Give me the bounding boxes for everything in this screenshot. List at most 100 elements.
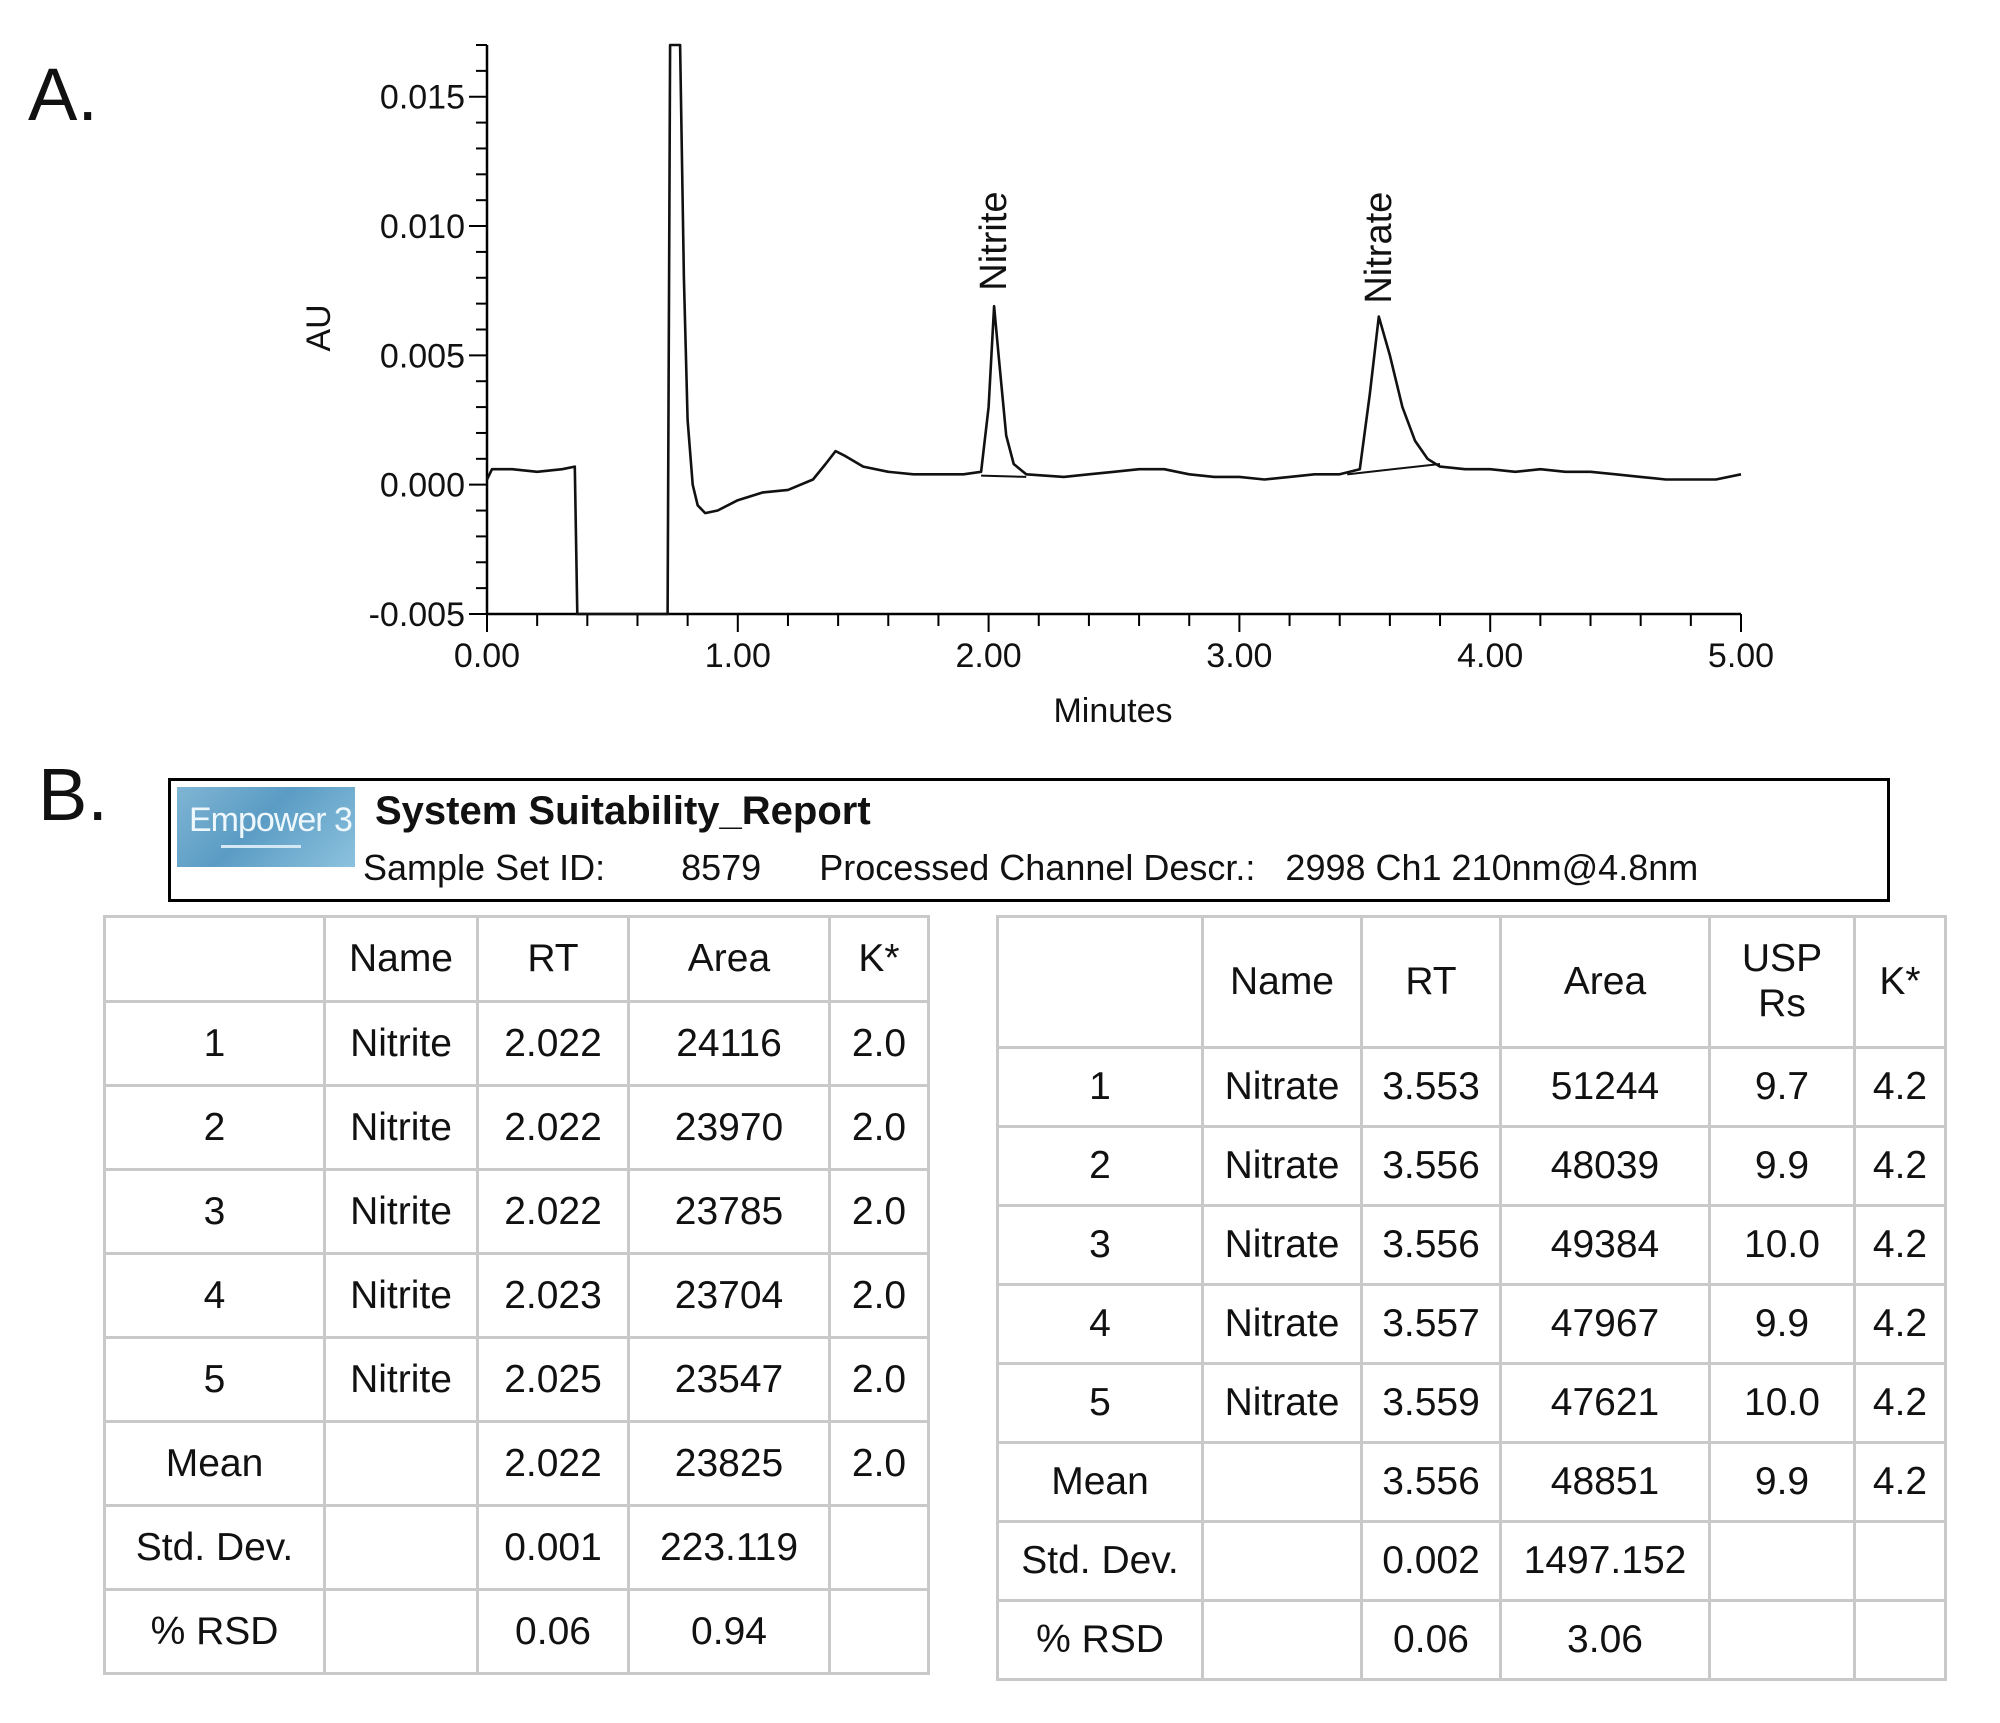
nitrate-table-cell: 1497.152: [1499, 1520, 1711, 1602]
chart-axes: [485, 45, 1741, 616]
nitrite-table-cell: 2.022: [476, 1084, 630, 1171]
nitrite-table-cell: [828, 1504, 930, 1591]
nitrate-table-row: 1 Nitrate 3.553 51244 9.7 4.2: [996, 1046, 1947, 1128]
nitrite-table-row: Mean 2.022 23825 2.0: [103, 1420, 930, 1507]
nitrite-table-cell: [323, 1588, 479, 1675]
nitrite-table-row: 2 Nitrite 2.022 23970 2.0: [103, 1084, 930, 1171]
nitrate-table-cell: 48039: [1499, 1125, 1711, 1207]
nitrate-table-cell: 3.556: [1360, 1204, 1502, 1286]
nitrate-table-header-cell: RT: [1360, 915, 1502, 1049]
nitrate-table-cell: 49384: [1499, 1204, 1711, 1286]
nitrate-table-row: 3 Nitrate 3.556 49384 10.0 4.2: [996, 1204, 1947, 1286]
nitrite-table-cell: % RSD: [103, 1588, 326, 1675]
nitrate-table-cell: 5: [996, 1362, 1204, 1444]
nitrate-table-cell: 47621: [1499, 1362, 1711, 1444]
nitrate-table-cell: 9.7: [1708, 1046, 1856, 1128]
nitrate-table-cell: 0.06: [1360, 1599, 1502, 1681]
nitrate-table-header-cell: K*: [1853, 915, 1947, 1049]
nitrite-table-cell: 5: [103, 1336, 326, 1423]
report-header: Empower 3 System Suitability_Report Samp…: [168, 778, 1890, 902]
y-tick-label: 0.015: [380, 79, 465, 117]
panel-label-a: A.: [28, 53, 98, 136]
chart-series: [485, 43, 1742, 616]
x-tick-label: 1.00: [705, 637, 771, 675]
nitrate-table-cell: Nitrate: [1201, 1125, 1363, 1207]
chart-ticks: [469, 44, 1742, 632]
logo-underline: [221, 845, 301, 848]
nitrite-table-cell: 0.06: [476, 1588, 630, 1675]
nitrite-table-cell: 3: [103, 1168, 326, 1255]
nitrate-table-header-cell: Name: [1201, 915, 1363, 1049]
nitrate-table-cell: 4: [996, 1283, 1204, 1365]
nitrate-table-row: Std. Dev. 0.002 1497.152: [996, 1520, 1947, 1602]
x-tick-label: 0.00: [454, 637, 520, 675]
nitrite-table-row: 5 Nitrite 2.025 23547 2.0: [103, 1336, 930, 1423]
nitrite-table-cell: [323, 1420, 479, 1507]
nitrate-table-cell: 4.2: [1853, 1204, 1947, 1286]
nitrate-table-cell: Nitrate: [1201, 1362, 1363, 1444]
nitrate-table-cell: Nitrate: [1201, 1283, 1363, 1365]
empower-logo: Empower 3: [177, 787, 355, 867]
nitrate-table-header-row: Name RT Area USP Rs K*: [996, 915, 1947, 1049]
nitrate-table-cell: Nitrate: [1201, 1204, 1363, 1286]
nitrite-table-cell: 2.0: [828, 1252, 930, 1339]
nitrate-table-cell: 3.556: [1360, 1441, 1502, 1523]
peak-baseline: [1347, 462, 1441, 476]
x-tick-label: 3.00: [1206, 637, 1272, 675]
nitrite-table-header-cell: Area: [627, 915, 831, 1003]
nitrate-table-cell: [1201, 1441, 1363, 1523]
nitrite-table-cell: 23704: [627, 1252, 831, 1339]
nitrite-table-header-cell: K*: [828, 915, 930, 1003]
nitrate-table-cell: 4.2: [1853, 1441, 1947, 1523]
nitrite-table-cell: 1: [103, 1000, 326, 1087]
nitrite-table-cell: Nitrite: [323, 1336, 479, 1423]
nitrite-table-cell: 2.023: [476, 1252, 630, 1339]
nitrate-table-cell: [1201, 1520, 1363, 1602]
nitrate-table-cell: 3.556: [1360, 1125, 1502, 1207]
y-tick-label: 0.005: [380, 337, 465, 375]
nitrate-table-cell: 3.06: [1499, 1599, 1711, 1681]
nitrite-peak-label: Nitrite: [973, 191, 1015, 290]
peak-baseline: [981, 474, 1027, 478]
channel-label: Processed Channel Descr.:: [819, 847, 1256, 888]
nitrate-table-header-cell: Area: [1499, 915, 1711, 1049]
channel-value: 2998 Ch1 210nm@4.8nm: [1285, 847, 1699, 888]
nitrite-table-cell: Nitrite: [323, 1084, 479, 1171]
nitrite-table-row: 4 Nitrite 2.023 23704 2.0: [103, 1252, 930, 1339]
nitrite-table-row: Std. Dev. 0.001 223.119: [103, 1504, 930, 1591]
chromatogram-chart: 0.00 1.00 2.00 3.00 4.00 5.00 -0.005 0.000 0.005…: [300, 43, 1774, 730]
nitrite-table-row: 3 Nitrite 2.022 23785 2.0: [103, 1168, 930, 1255]
nitrate-table-row: % RSD 0.06 3.06: [996, 1599, 1947, 1681]
nitrite-table-cell: Nitrite: [323, 1000, 479, 1087]
nitrate-table-cell: 10.0: [1708, 1362, 1856, 1444]
nitrate-table-cell: % RSD: [996, 1599, 1204, 1681]
nitrate-table-cell: 4.2: [1853, 1283, 1947, 1365]
nitrate-table-cell: 4.2: [1853, 1046, 1947, 1128]
nitrate-table-cell: Std. Dev.: [996, 1520, 1204, 1602]
nitrate-table-cell: 4.2: [1853, 1125, 1947, 1207]
nitrate-table-cell: 9.9: [1708, 1441, 1856, 1523]
nitrate-table-cell: 10.0: [1708, 1204, 1856, 1286]
nitrite-table-cell: Mean: [103, 1420, 326, 1507]
nitrite-table-header-cell: RT: [476, 915, 630, 1003]
nitrate-table-cell: 3.559: [1360, 1362, 1502, 1444]
nitrate-results-table: Name RT Area USP Rs K* 1 Nitrate 3.553 51244 9.7 4.…: [996, 915, 1947, 1681]
nitrite-table-cell: 2.0: [828, 1420, 930, 1507]
nitrate-table-header-cell: USP Rs: [1708, 915, 1856, 1049]
sample-set-label: Sample Set ID:: [363, 847, 606, 888]
nitrite-table-cell: 2.0: [828, 1084, 930, 1171]
nitrite-table-cell: 23970: [627, 1084, 831, 1171]
x-axis-label: Minutes: [1053, 692, 1172, 730]
nitrite-results-table: Name RT Area K* 1 Nitrite 2.022 24116 2.0 2 Nitrit…: [103, 915, 930, 1675]
report-meta: Sample Set ID: 8579 Processed Channel Desc…: [363, 847, 1698, 889]
nitrite-table-cell: [323, 1504, 479, 1591]
nitrate-table-cell: 9.9: [1708, 1125, 1856, 1207]
nitrite-table-cell: 2.025: [476, 1336, 630, 1423]
y-tick-label: -0.005: [369, 596, 465, 634]
nitrate-table-cell: 3.553: [1360, 1046, 1502, 1128]
nitrate-table-cell: 48851: [1499, 1441, 1711, 1523]
nitrate-table-cell: Nitrate: [1201, 1046, 1363, 1128]
nitrate-table-cell: [1708, 1599, 1856, 1681]
nitrite-table-cell: 0.001: [476, 1504, 630, 1591]
y-axis-label: AU: [300, 304, 338, 351]
